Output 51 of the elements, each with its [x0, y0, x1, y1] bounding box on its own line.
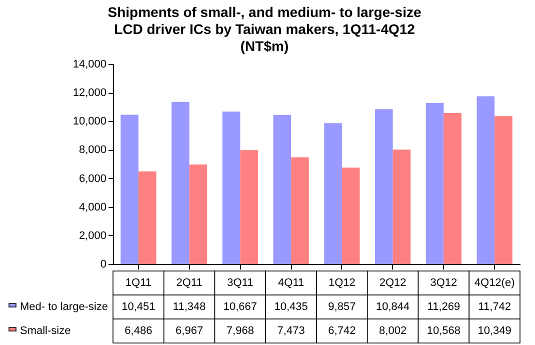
data-label: 10,667	[223, 301, 258, 313]
data-label: 6,742	[328, 325, 356, 337]
bar	[392, 150, 411, 264]
data-label: 10,844	[376, 301, 410, 313]
data-label: 10,435	[274, 301, 308, 313]
bar	[240, 150, 258, 264]
y-tick-label: 6,000	[78, 172, 106, 185]
bar	[172, 102, 190, 264]
data-label: 9,857	[328, 301, 356, 313]
data-label: 11,742	[478, 301, 511, 313]
y-tick-label: 2,000	[78, 230, 106, 242]
y-tick-label: 4,000	[78, 201, 106, 214]
data-label: 8,002	[379, 325, 407, 337]
legend-label: Med- to large-size	[20, 301, 108, 313]
y-tick-label: 14,000	[72, 58, 106, 70]
bar	[324, 123, 342, 264]
y-tick-label: 12,000	[72, 87, 106, 100]
data-label: 11,269	[427, 301, 460, 313]
data-label: 6,967	[176, 325, 204, 337]
y-tick-label: 8,000	[78, 144, 106, 156]
x-tick-label: 3Q11	[227, 277, 254, 289]
data-label: 10,451	[122, 301, 156, 313]
bar	[426, 103, 444, 264]
x-tick-label: 3Q12	[430, 277, 458, 289]
bar	[189, 164, 208, 264]
bar	[494, 116, 512, 264]
x-tick-label: 2Q12	[379, 277, 406, 289]
data-label: 6,486	[124, 325, 152, 337]
bar	[444, 113, 462, 264]
data-label: 7,473	[277, 325, 305, 337]
bar	[222, 112, 240, 264]
y-tick-label: 10,000	[72, 116, 106, 128]
x-tick-label: 1Q12	[328, 277, 356, 289]
x-tick-label: 2Q11	[176, 277, 202, 289]
data-label: 11,348	[172, 301, 206, 313]
bar	[273, 114, 292, 264]
data-label: 7,968	[226, 325, 254, 337]
bar	[291, 157, 309, 264]
bar	[375, 109, 393, 264]
chart-title: Shipments of small-, and medium- to large-size LCD driver ICs by Taiwan makers, 1Q11-4Q12 (NT$m)	[108, 4, 422, 54]
x-tick-label: 1Q11	[125, 277, 152, 289]
bar	[120, 114, 138, 264]
data-label: 10,349	[478, 325, 512, 337]
y-tick-label: 0	[100, 258, 106, 270]
data-label: 10,568	[426, 325, 461, 337]
legend-label: Small-size	[20, 325, 71, 337]
x-tick-label: 4Q12(e)	[474, 277, 515, 289]
x-tick-label: 4Q11	[278, 277, 304, 289]
bar	[476, 96, 495, 264]
bar	[138, 171, 156, 264]
bar	[342, 168, 360, 264]
